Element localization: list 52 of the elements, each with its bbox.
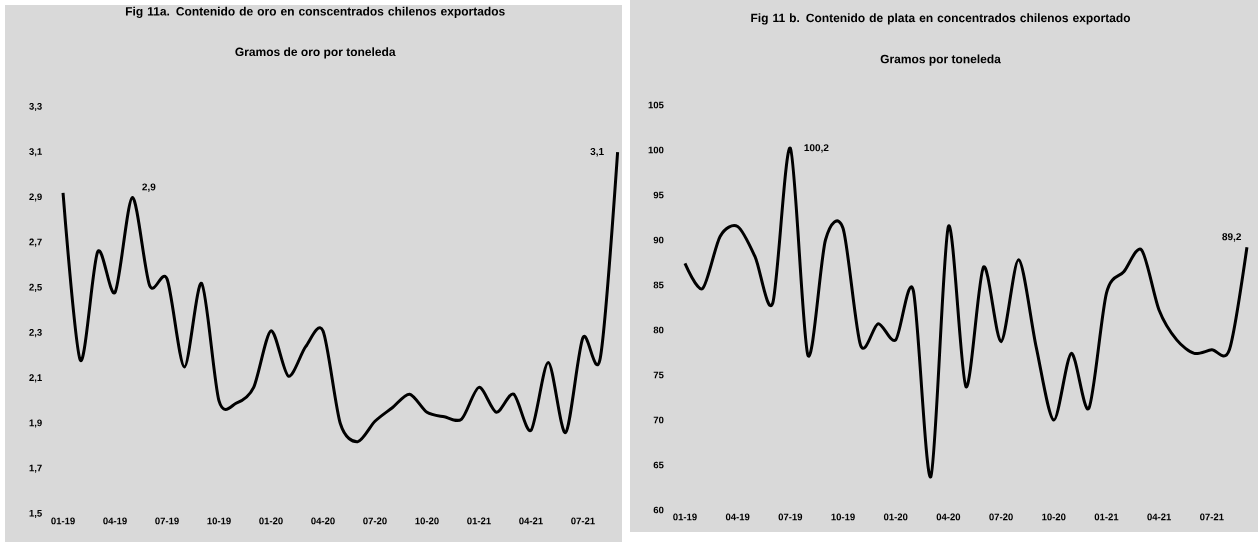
x-tick-label: 07-21 [1200,513,1224,521]
y-tick-label: 3,1 [29,148,42,157]
line-series [61,150,620,444]
y-tick-label: 105 [648,101,664,109]
x-tick-label: 07-19 [778,513,803,521]
x-tick-label: 04-19 [725,513,750,521]
y-tick-label: 2,7 [29,238,42,247]
x-tick-label: 04-21 [519,517,543,525]
x-tick-label: 04-19 [103,517,127,525]
data-label: 3,1 [590,147,604,157]
x-tick-label: 01-20 [259,517,283,525]
y-tick-label: 70 [653,416,664,424]
y-tick-label: 1,9 [29,419,42,428]
y-tick-label: 100 [648,146,664,154]
y-tick-label: 60 [653,506,664,514]
data-label: 89,2 [1222,233,1242,242]
y-tick-label: 1,7 [29,464,42,473]
x-tick-label: 01-20 [883,513,908,521]
y-tick-label: 2,5 [29,283,42,292]
y-tick-label: 85 [653,281,664,289]
chart-subtitle: Gramos de oro por toneleda [235,47,396,59]
y-tick-label: 2,9 [29,193,42,202]
y-tick-label: 80 [653,326,664,334]
data-label: 100,2 [804,144,829,153]
x-tick-label: 07-19 [155,517,179,525]
x-tick-label: 01-21 [1094,513,1119,521]
x-tick-label: 01-19 [51,517,75,525]
y-tick-label: 1,5 [29,509,42,519]
chart-title: Fig 11 b. Contenido de plata en concentrados chilenos exportado [751,13,1131,25]
x-tick-label: 07-20 [363,517,387,525]
x-tick-label: 04-20 [936,513,961,521]
y-tick-label: 95 [653,191,664,199]
x-tick-label: 10-20 [1042,513,1066,521]
x-tick-label: 07-21 [571,517,595,525]
x-tick-label: 04-20 [311,517,335,525]
x-tick-label: 10-20 [415,517,439,525]
y-tick-label: 65 [653,461,664,469]
y-tick-label: 2,3 [29,329,42,338]
x-tick-label: 10-19 [831,513,855,521]
x-tick-label: 07-20 [989,513,1013,521]
x-tick-label: 04-21 [1147,513,1172,521]
x-tick-label: 01-19 [673,513,697,521]
x-tick-label: 01-21 [467,517,491,525]
chart-title: Fig 11a. Contenido de oro en conscentrados chilenos exportados [125,6,505,18]
data-label: 2,9 [142,183,156,192]
y-tick-label: 90 [653,236,664,244]
y-tick-label: 75 [653,371,664,379]
x-tick-label: 10-19 [207,517,231,525]
y-tick-label: 2,1 [29,374,42,383]
chart-subtitle: Gramos por toneleda [880,54,1001,66]
line-series [683,146,1249,479]
y-tick-label: 3,3 [29,102,42,112]
